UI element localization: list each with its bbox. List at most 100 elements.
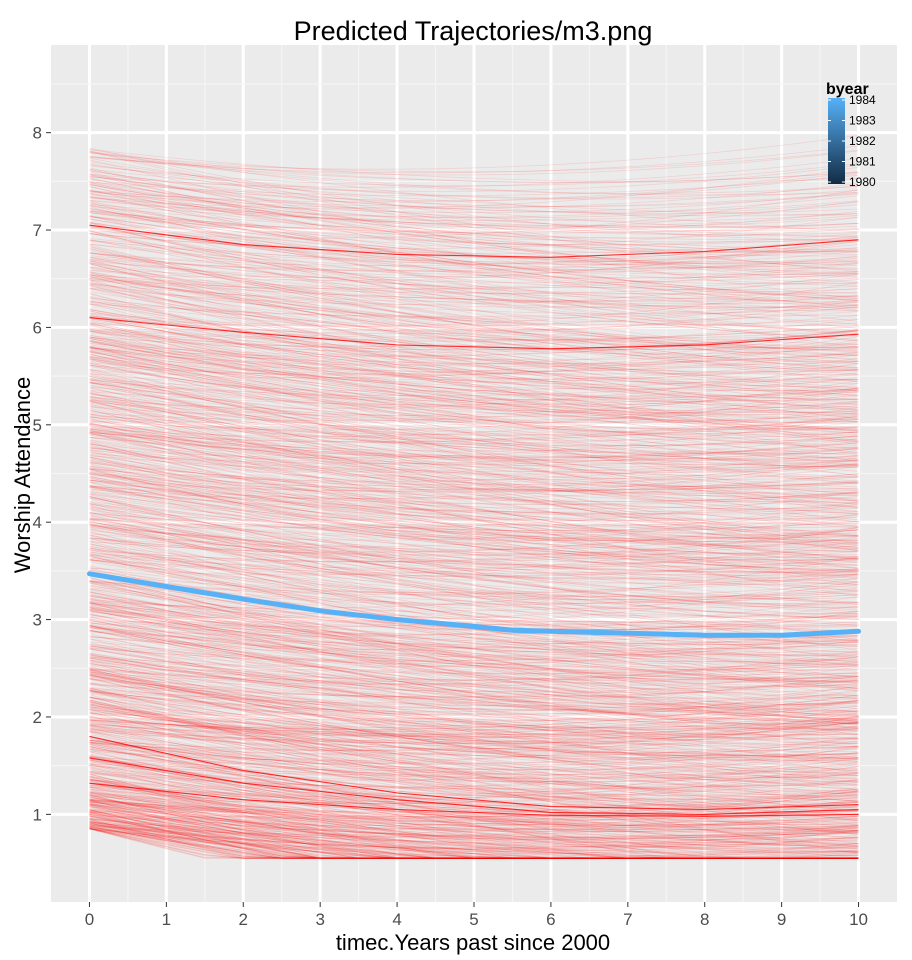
trajectory-line xyxy=(89,786,859,826)
trajectory-line xyxy=(89,413,859,455)
trajectory-line xyxy=(89,496,859,532)
trajectory-line xyxy=(89,262,859,368)
trajectory-line xyxy=(89,415,859,440)
trajectory-line xyxy=(89,757,859,835)
trajectory-line xyxy=(89,145,859,174)
trajectory-line xyxy=(89,673,859,700)
trajectory-line xyxy=(89,386,859,414)
trajectory-line xyxy=(89,796,859,859)
trajectory-line xyxy=(89,800,859,859)
trajectory-line xyxy=(89,291,859,362)
trajectory-line xyxy=(89,431,859,458)
trajectory-line xyxy=(89,152,859,194)
trajectory-line xyxy=(89,508,859,642)
trajectory-line xyxy=(89,644,859,672)
trajectory-line xyxy=(89,396,859,500)
trajectory-line xyxy=(89,815,859,859)
trajectory-line xyxy=(89,402,859,437)
trajectory-line xyxy=(89,630,859,717)
trajectory-line xyxy=(89,703,859,777)
trajectory-line xyxy=(89,279,859,411)
trajectory-line xyxy=(89,277,859,303)
trajectory-line xyxy=(89,799,859,818)
trajectory-line xyxy=(89,190,859,208)
trajectory-line xyxy=(89,822,859,859)
trajectory-line xyxy=(89,528,859,581)
trajectory-line xyxy=(89,610,859,663)
legend-colorbar xyxy=(828,98,845,184)
trajectory-line xyxy=(89,493,859,566)
trajectory-line xyxy=(89,317,859,403)
trajectory-line xyxy=(89,378,859,408)
trajectory-line xyxy=(89,415,859,535)
trajectory-line xyxy=(89,547,859,614)
trajectory-line xyxy=(89,689,859,759)
trajectory-line xyxy=(89,530,859,574)
trajectory-line xyxy=(89,257,859,299)
trajectory-line xyxy=(89,305,859,332)
trajectory-line xyxy=(89,173,859,222)
trajectory-line xyxy=(89,747,859,781)
trajectory-line xyxy=(89,397,859,417)
trajectory-line xyxy=(89,701,859,812)
trajectory-line xyxy=(89,668,859,730)
trajectory-line xyxy=(89,821,859,846)
trajectory-line xyxy=(89,645,859,721)
trajectory-line xyxy=(89,501,859,541)
trajectory-line xyxy=(89,610,859,635)
trajectory-line xyxy=(89,626,859,656)
trajectory-line xyxy=(89,805,859,859)
trajectory-line xyxy=(89,476,859,493)
trajectory-line xyxy=(89,322,859,432)
trajectory-line xyxy=(89,536,859,563)
trajectory-line xyxy=(89,328,859,442)
trajectory-line xyxy=(89,288,859,349)
trajectory-line xyxy=(89,779,859,819)
trajectory-line xyxy=(89,230,859,357)
trajectory-line xyxy=(89,200,859,232)
trajectory-line xyxy=(89,699,859,809)
trajectory-line xyxy=(89,558,859,601)
trajectory-line xyxy=(89,800,859,826)
trajectory-line xyxy=(89,573,859,594)
trajectory-line xyxy=(89,700,859,722)
trajectory-line xyxy=(89,336,859,379)
trajectory-line xyxy=(89,516,859,552)
trajectory-line xyxy=(89,793,859,835)
trajectory-line xyxy=(89,825,859,859)
trajectory-line xyxy=(89,823,859,849)
trajectory-line xyxy=(89,648,859,721)
trajectory-line xyxy=(89,368,859,523)
trajectory-line xyxy=(89,197,859,226)
trajectory-line xyxy=(89,748,859,792)
trajectory-line xyxy=(89,528,859,620)
trajectory-line xyxy=(89,742,859,850)
trajectory-line xyxy=(89,163,859,230)
trajectory-line xyxy=(89,772,859,816)
trajectory-line xyxy=(89,273,859,305)
trajectory-line xyxy=(89,593,859,722)
trajectory-line xyxy=(89,642,859,758)
trajectory-line xyxy=(89,193,859,228)
trajectory-line xyxy=(89,282,859,327)
trajectory-line xyxy=(89,317,859,350)
trajectory-line xyxy=(89,459,859,512)
trajectory-line xyxy=(89,362,859,472)
trajectory-line xyxy=(89,624,859,679)
trajectory-line xyxy=(89,712,859,755)
trajectory-line xyxy=(89,196,859,219)
trajectory-line xyxy=(89,347,859,466)
trajectory-line xyxy=(89,208,859,274)
trajectory-line xyxy=(89,456,859,540)
trajectory-line xyxy=(89,782,859,847)
trajectory-line xyxy=(89,729,859,760)
trajectory-line xyxy=(89,675,859,704)
trajectory-line xyxy=(89,608,859,644)
trajectory-line xyxy=(89,313,859,409)
trajectory-line xyxy=(89,180,859,229)
trajectory-line xyxy=(89,405,859,454)
trajectory-line xyxy=(89,822,859,844)
trajectory-line xyxy=(89,814,859,859)
trajectory-line xyxy=(89,828,859,859)
trajectory-line xyxy=(89,203,859,302)
